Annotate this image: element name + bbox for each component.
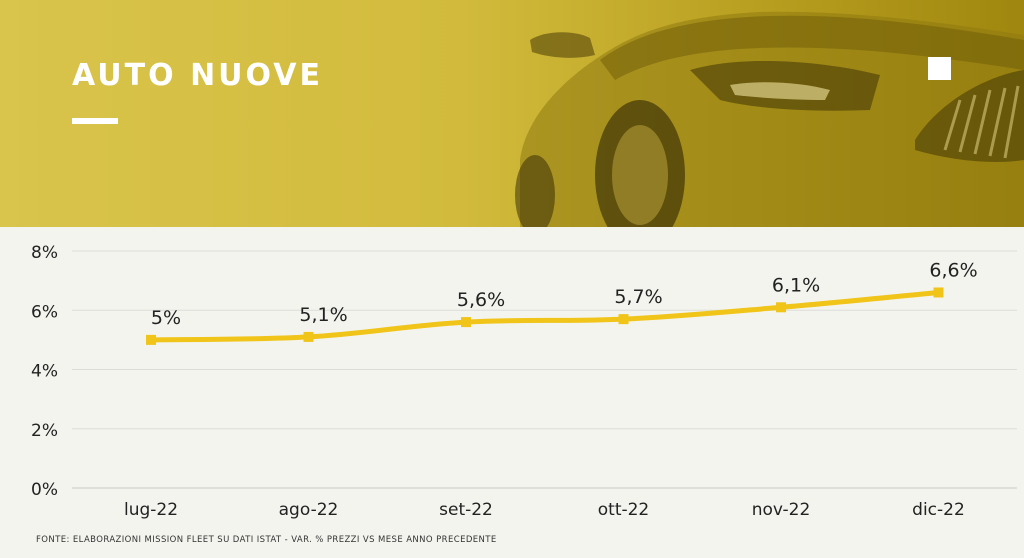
data-labels: 5% 5,1% 5,6% 5,7% 6,1% 6,6% [151, 259, 978, 328]
data-point [933, 287, 944, 298]
title-underline [72, 118, 118, 124]
page-title: AUTO NUOVE [72, 58, 323, 93]
series-line [148, 289, 941, 343]
data-point [146, 334, 156, 345]
x-tick-label: set-22 [439, 500, 493, 520]
data-point [461, 317, 471, 328]
y-tick-label: 0% [31, 480, 58, 500]
header-banner: AUTO NUOVE [0, 0, 1024, 227]
x-tick-label: lug-22 [124, 500, 178, 520]
data-label: 5,6% [457, 289, 505, 311]
data-point [618, 314, 629, 325]
data-label: 5% [151, 307, 181, 329]
decorative-square [928, 57, 951, 80]
x-tick-label: nov-22 [752, 500, 811, 520]
data-label: 6,1% [772, 274, 820, 296]
x-tick-label: ott-22 [598, 500, 650, 520]
data-label: 5,7% [614, 286, 662, 308]
y-tick-label: 4% [31, 362, 58, 382]
data-label: 5,1% [299, 304, 347, 326]
series-path [148, 289, 941, 343]
line-chart: 0% 2% 4% 6% 8% lug-22 ago-22 set-22 ott-22 nov-2… [31, 243, 1017, 520]
y-tick-label: 6% [31, 302, 58, 322]
data-point [776, 302, 786, 313]
x-axis-ticks: lug-22 ago-22 set-22 ott-22 nov-22 dic-22 [124, 500, 965, 520]
y-tick-label: 2% [31, 421, 58, 441]
x-tick-label: dic-22 [912, 500, 965, 520]
y-axis-ticks: 0% 2% 4% 6% 8% [31, 243, 58, 500]
data-point [303, 331, 314, 342]
y-tick-label: 8% [31, 243, 58, 263]
data-label: 6,6% [929, 259, 977, 281]
source-footnote: FONTE: ELABORAZIONI MISSION FLEET SU DAT… [36, 535, 497, 545]
car-image [515, 11, 1024, 227]
chart-gridlines [72, 250, 1017, 489]
x-tick-label: ago-22 [279, 500, 339, 520]
series-markers [146, 287, 944, 345]
